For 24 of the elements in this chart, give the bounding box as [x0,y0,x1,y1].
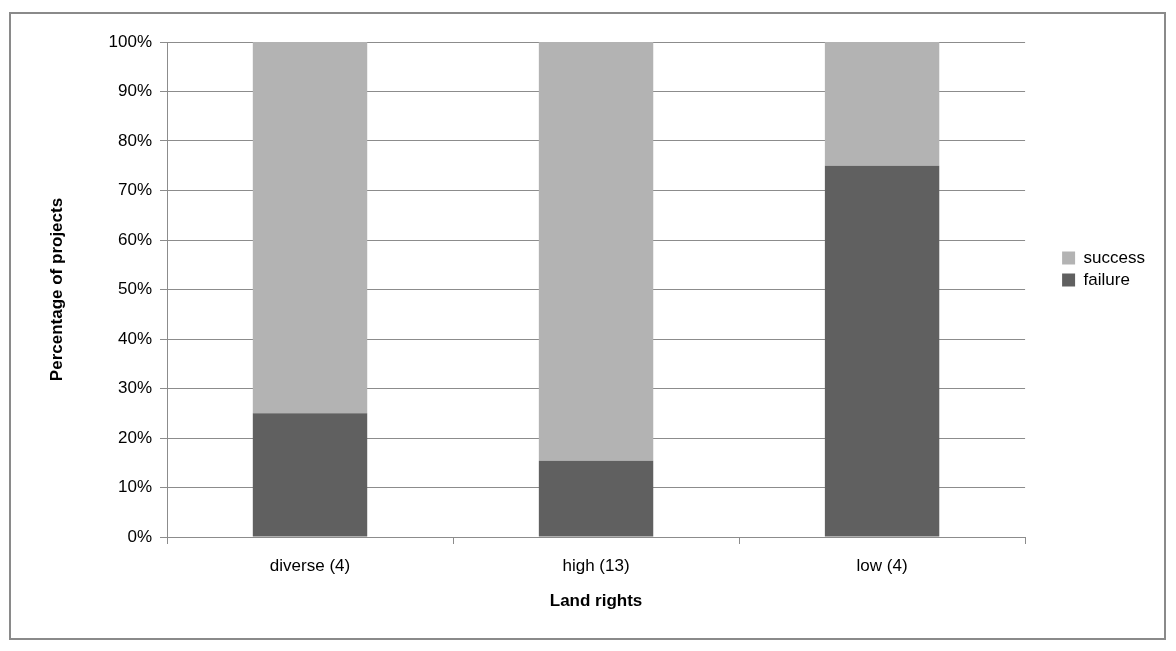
y-tick-label: 90% [117,81,152,101]
y-tick-label: 80% [117,130,152,150]
y-tick-label: 70% [117,180,152,200]
y-tick-label: 10% [117,477,152,497]
bar [538,42,654,461]
legend-label: failure [1083,269,1130,289]
y-tick-label: 40% [117,328,152,348]
y-tick-label: 50% [117,279,152,299]
y-tick-label: 100% [108,31,152,51]
bar [538,460,654,537]
bar [824,42,940,166]
y-tick-label: 0% [127,526,152,546]
y-tick-label: 30% [117,378,152,398]
y-tick-label: 20% [117,427,152,447]
bar [252,42,368,414]
bar [252,413,368,537]
y-axis-title: Percentage of projects [46,197,66,382]
x-tick-label: low (4) [856,555,908,575]
x-axis-title: Land rights [549,591,643,611]
legend-label: success [1083,247,1146,267]
x-tick-label: high (13) [562,555,630,575]
bar [824,165,940,537]
y-tick-label: 60% [117,229,152,249]
x-tick-label: diverse (4) [269,555,351,575]
